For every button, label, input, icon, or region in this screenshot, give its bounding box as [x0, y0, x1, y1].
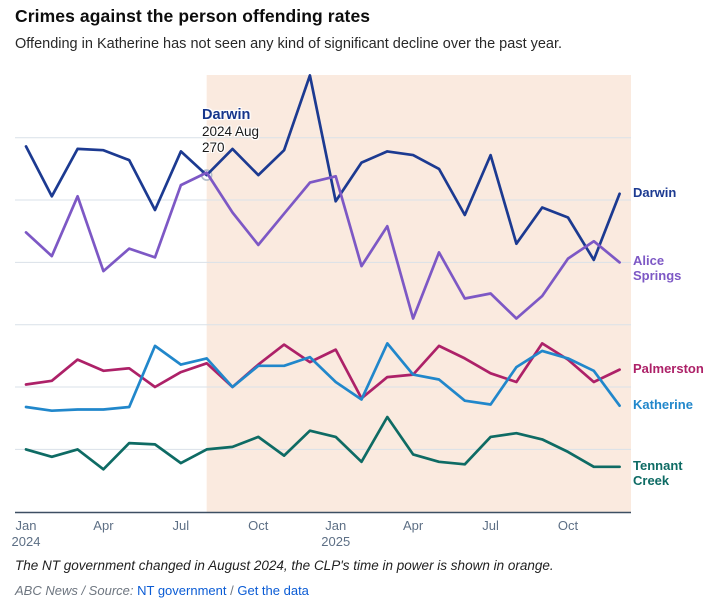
credit-line: ABC News / Source: NT government / Get t…	[15, 583, 309, 598]
x-tick-jul: Jul	[482, 518, 499, 533]
series-label-darwin: Darwin	[633, 184, 677, 200]
chart-subtitle: Offending in Katherine has not seen any …	[15, 36, 563, 52]
get-data-link[interactable]: Get the data	[237, 583, 309, 598]
x-tick-oct: Oct	[557, 518, 579, 533]
source-link[interactable]: NT government	[137, 583, 227, 598]
credit-separator: /	[230, 583, 234, 598]
series-label-palmerston: Palmerston	[633, 360, 704, 376]
x-tick-jan-2024: Jan 2024	[11, 518, 41, 549]
x-tick-jan-2025: Jan 2025	[321, 518, 351, 549]
clp-shaded-region	[206, 75, 632, 513]
annotation-series-name: Darwin	[202, 107, 251, 123]
x-tick-oct: Oct	[248, 518, 269, 533]
series-line-darwin	[24, 74, 621, 262]
chart-footnote: The NT government changed in August 2024…	[15, 558, 554, 573]
series-label-alice-springs: Alice Springs	[633, 253, 682, 284]
x-tick-apr: Apr	[403, 518, 424, 533]
series-label-tennant-creek: Tennant Creek	[633, 457, 683, 488]
x-tick-jul: Jul	[172, 518, 190, 533]
chart-title: Crimes against the person offending rate…	[15, 6, 371, 26]
series-line-alice-springs	[24, 171, 621, 320]
x-tick-apr: Apr	[93, 518, 114, 533]
series-label-katherine: Katherine	[633, 396, 693, 412]
annotation-darwin-aug-2024: Darwin 2024 Aug 270	[202, 107, 259, 157]
series-line-katherine	[24, 342, 621, 413]
credit-text: ABC News / Source:	[15, 583, 134, 598]
annotation-date: 2024 Aug	[202, 123, 260, 139]
series-line-tennant-creek	[24, 415, 621, 471]
annotation-value: 270	[202, 140, 225, 155]
series-line-palmerston	[24, 342, 621, 400]
